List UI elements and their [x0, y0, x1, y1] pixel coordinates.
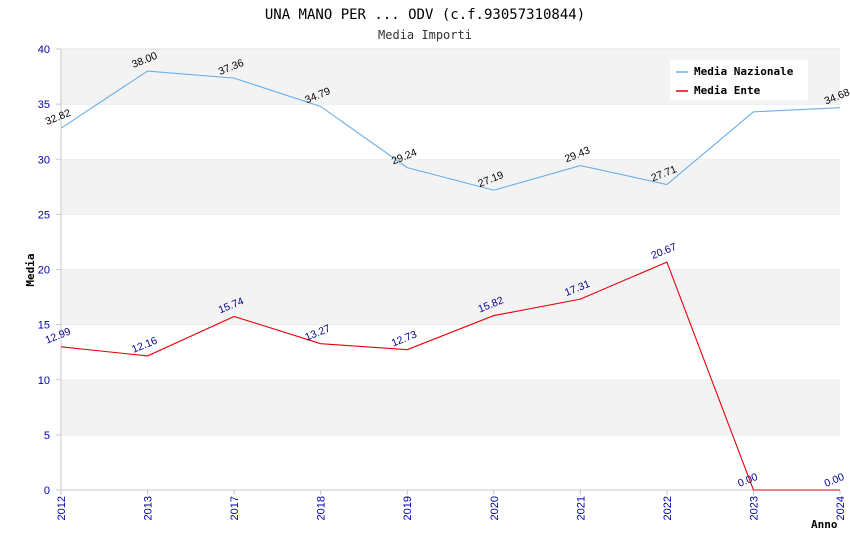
legend-label-nazionale: Media Nazionale	[694, 65, 794, 78]
y-tick-label: 5	[44, 430, 50, 442]
x-tick-label: 2024	[835, 496, 847, 520]
x-tick-label: 2017	[229, 496, 241, 520]
grid-band	[61, 104, 840, 160]
x-tick-label: 2013	[143, 496, 155, 520]
grid-band	[61, 434, 840, 490]
x-tick-label: 2019	[402, 496, 414, 520]
legend: Media Nazionale Media Ente	[670, 60, 808, 100]
y-tick-label: 20	[38, 265, 50, 277]
grid-band	[61, 214, 840, 270]
grid-band	[61, 159, 840, 215]
x-tick-label: 2023	[748, 496, 760, 520]
y-tick-label: 0	[44, 485, 50, 497]
series-line-0	[60, 70, 841, 191]
legend-label-ente: Media Ente	[694, 84, 761, 97]
x-tick-label: 2020	[489, 496, 501, 520]
y-axis-label: Media	[24, 253, 37, 286]
legend-box	[670, 60, 808, 100]
y-tick-label: 30	[38, 154, 50, 166]
x-tick-label: 2021	[575, 496, 587, 520]
x-tick-label: 2022	[662, 496, 674, 520]
x-tick-label: 2012	[56, 496, 68, 520]
y-tick-label: 15	[38, 320, 50, 332]
grid-band	[61, 324, 840, 380]
series-line-1	[60, 261, 840, 491]
grid-band	[61, 379, 840, 435]
y-tick-label: 40	[38, 44, 50, 56]
grid-band	[61, 269, 840, 325]
x-tick-label: 2018	[316, 496, 328, 520]
x-axis-label: Anno	[811, 518, 838, 531]
y-tick-label: 35	[38, 99, 50, 111]
y-tick-label: 10	[38, 375, 50, 387]
y-axis-ticks: 0 5 10 15 20 25 30 35 40	[38, 44, 61, 497]
grid-bands	[61, 48, 840, 490]
chart-subtitle: Media Importi	[378, 28, 472, 42]
x-axis-ticks: 2012 2013 2017 2018 2019 2020 2021 2022 2023 2024	[56, 490, 847, 520]
y-tick-label: 25	[38, 209, 50, 221]
series-lines	[60, 70, 841, 491]
chart-title: UNA MANO PER ... ODV (c.f.93057310844)	[265, 7, 585, 23]
